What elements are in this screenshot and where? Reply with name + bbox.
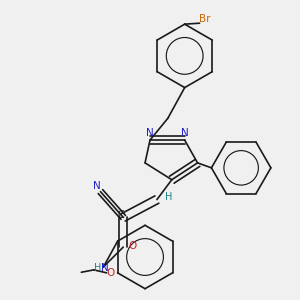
Text: N: N: [181, 128, 189, 138]
Text: N: N: [101, 263, 109, 273]
Text: N: N: [93, 181, 101, 191]
Text: H: H: [94, 263, 101, 273]
Text: H: H: [165, 192, 172, 202]
Text: O: O: [128, 241, 136, 250]
Text: C: C: [118, 210, 124, 220]
Text: O: O: [106, 268, 114, 278]
Text: N: N: [146, 128, 154, 138]
Text: Br: Br: [199, 14, 210, 24]
